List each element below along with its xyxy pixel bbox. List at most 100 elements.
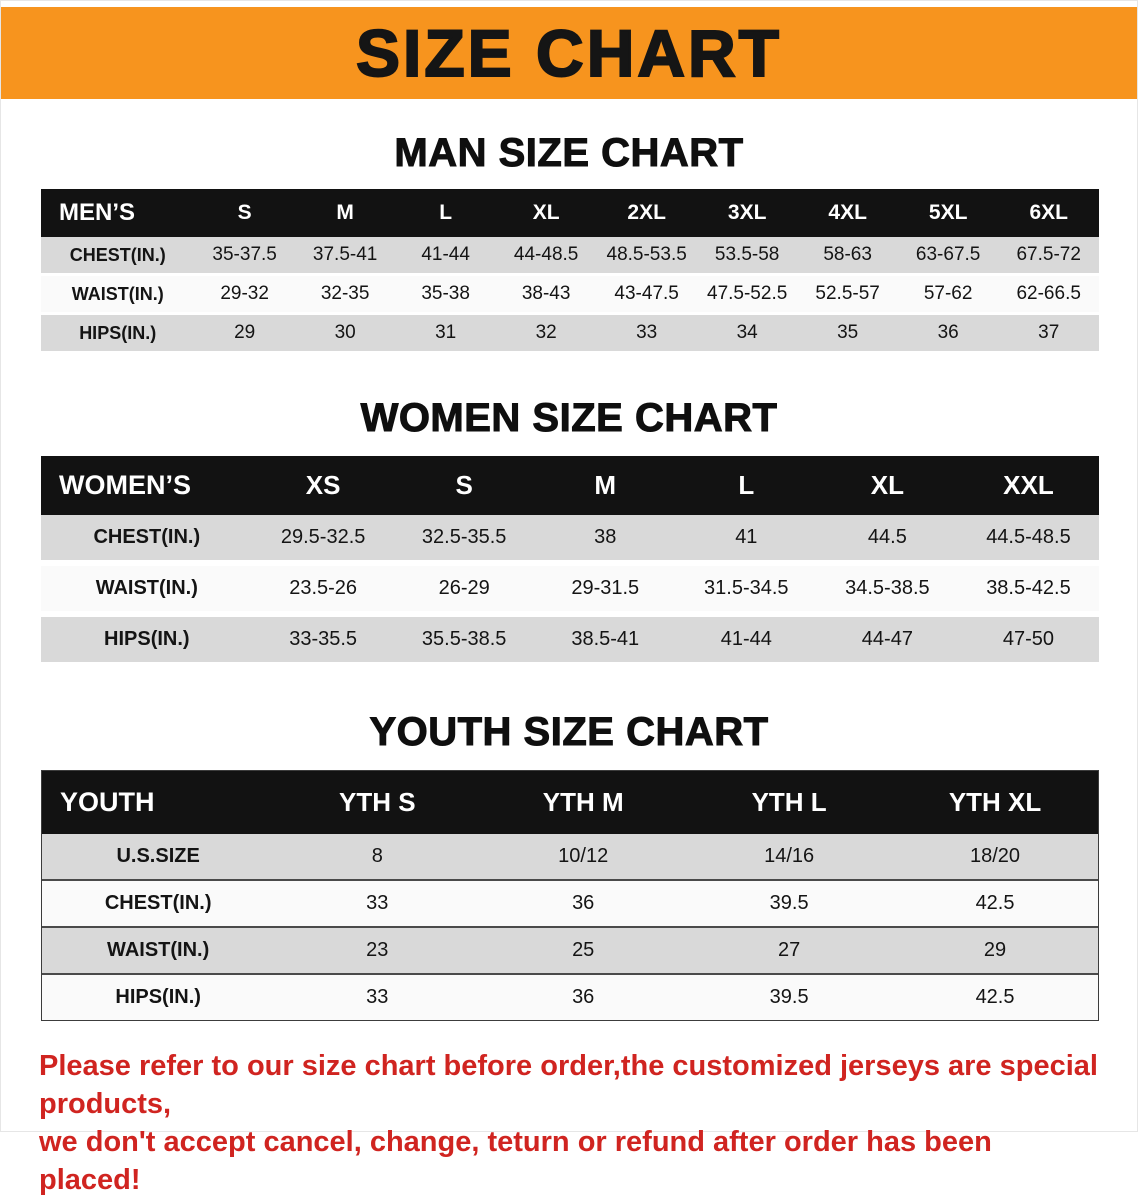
table-title-cell: WOMEN’S [41,456,253,515]
size-value: 36 [480,881,687,928]
size-column-header: S [393,456,535,515]
size-column-header: XL [816,456,958,515]
size-value: 32 [495,315,597,354]
size-value: 29-31.5 [534,566,676,617]
size-value: 42.5 [892,975,1098,1020]
size-value: 35-37.5 [194,237,295,276]
size-value: 44-48.5 [495,237,597,276]
measurement-label: HIPS(IN.) [41,617,253,668]
table-row: CHEST(IN.) 29.5-32.5 32.5-35.5 38 41 44.5 44.5… [41,515,1099,566]
size-value: 67.5-72 [998,237,1099,276]
size-value: 37 [998,315,1099,354]
size-value: 38.5-41 [534,617,676,668]
measurement-label: WAIST(IN.) [41,566,253,617]
size-value: 48.5-53.5 [596,237,697,276]
table-row: WAIST(IN.) 23.5-26 26-29 29-31.5 31.5-34.5 34… [41,566,1099,617]
size-column-header: 3XL [696,189,798,237]
men-size-table: MEN’S S M L XL 2XL 3XL 4XL 5XL 6XL CHEST(IN.) 35-37… [41,189,1099,354]
size-value: 36 [480,975,687,1020]
measurement-label: WAIST(IN.) [41,276,195,315]
size-value: 29 [892,928,1098,975]
size-value: 31.5-34.5 [675,566,817,617]
men-size-chart-section: MAN SIZE CHART MEN’S S M L XL 2XL 3XL 4XL 5XL 6XL… [1,133,1137,354]
size-column-header: YTH XL [892,771,1098,834]
size-column-header: XXL [957,456,1099,515]
size-value: 29-32 [194,276,295,315]
measurement-label: U.S.SIZE [42,834,275,881]
size-value: 41-44 [395,237,496,276]
size-value: 35-38 [395,276,496,315]
size-value: 44-47 [816,617,958,668]
youth-table-container: YOUTH YTH S YTH M YTH L YTH XL U.S.SIZE 8 10/12… [1,770,1137,1021]
size-value: 62-66.5 [998,276,1099,315]
size-value: 57-62 [897,276,999,315]
table-row: HIPS(IN.) 29 30 31 32 33 34 35 36 37 [41,315,1099,354]
women-size-chart-section: WOMEN SIZE CHART WOMEN’S XS S M L XL XXL CHEST(… [1,398,1137,668]
size-value: 63-67.5 [897,237,999,276]
disclaimer-line-1: Please refer to our size chart before or… [39,1050,1098,1120]
women-size-table: WOMEN’S XS S M L XL XXL CHEST(IN.) 29.5-32.5 32.5… [41,456,1099,668]
banner: SIZE CHART [1,7,1137,99]
size-value: 39.5 [686,975,893,1020]
size-column-header: L [675,456,817,515]
size-value: 29.5-32.5 [252,515,394,566]
disclaimer: Please refer to our size chart before or… [39,1047,1099,1199]
size-value: 58-63 [797,237,898,276]
size-value: 23 [274,928,481,975]
size-column-header: M [534,456,676,515]
size-value: 47-50 [957,617,1099,668]
women-table-container: WOMEN’S XS S M L XL XXL CHEST(IN.) 29.5-32.5 32.5… [1,456,1137,668]
size-column-header: 2XL [596,189,697,237]
size-value: 8 [274,834,481,881]
size-column-header: M [294,189,396,237]
table-row: HIPS(IN.) 33-35.5 35.5-38.5 38.5-41 41-44 44-… [41,617,1099,668]
table-title-cell: MEN’S [41,189,195,237]
youth-section-heading: YOUTH SIZE CHART [369,710,769,754]
size-value: 35 [797,315,898,354]
size-column-header: XL [495,189,597,237]
size-value: 31 [395,315,496,354]
measurement-label: CHEST(IN.) [41,515,253,566]
size-value: 32.5-35.5 [393,515,535,566]
measurement-label: CHEST(IN.) [41,237,195,276]
size-value: 35.5-38.5 [393,617,535,668]
size-value: 43-47.5 [596,276,697,315]
measurement-label: CHEST(IN.) [42,881,275,928]
size-value: 38 [534,515,676,566]
size-column-header: 4XL [797,189,898,237]
size-value: 52.5-57 [797,276,898,315]
size-column-header: L [395,189,496,237]
size-value: 34.5-38.5 [816,566,958,617]
size-column-header: 6XL [998,189,1099,237]
size-column-header: XS [252,456,394,515]
size-value: 29 [194,315,295,354]
table-row: HIPS(IN.) 33 36 39.5 42.5 [42,975,1098,1020]
size-column-header: 5XL [897,189,999,237]
size-value: 14/16 [686,834,893,881]
page-title: SIZE CHART [355,16,782,90]
size-value: 41-44 [675,617,817,668]
men-table-container: MEN’S S M L XL 2XL 3XL 4XL 5XL 6XL CHEST(IN.) 35-37… [1,189,1137,354]
size-value: 33-35.5 [252,617,394,668]
size-value: 30 [294,315,396,354]
size-value: 39.5 [686,881,893,928]
women-section-heading: WOMEN SIZE CHART [360,396,778,440]
table-header-row: WOMEN’S XS S M L XL XXL [41,456,1099,515]
size-value: 33 [596,315,697,354]
table-title-cell: YOUTH [42,771,275,834]
men-section-heading: MAN SIZE CHART [394,131,744,175]
size-value: 33 [274,881,481,928]
size-column-header: YTH L [686,771,893,834]
size-value: 37.5-41 [294,237,396,276]
size-value: 41 [675,515,817,566]
table-row: CHEST(IN.) 35-37.5 37.5-41 41-44 44-48.5 48.5… [41,237,1099,276]
table-row: WAIST(IN.) 23 25 27 29 [42,928,1098,975]
size-value: 47.5-52.5 [696,276,798,315]
size-value: 44.5 [816,515,958,566]
size-value: 27 [686,928,893,975]
disclaimer-line-2: we don't accept cancel, change, teturn o… [39,1126,992,1196]
size-value: 18/20 [892,834,1098,881]
size-value: 33 [274,975,481,1020]
size-value: 42.5 [892,881,1098,928]
size-value: 10/12 [480,834,687,881]
